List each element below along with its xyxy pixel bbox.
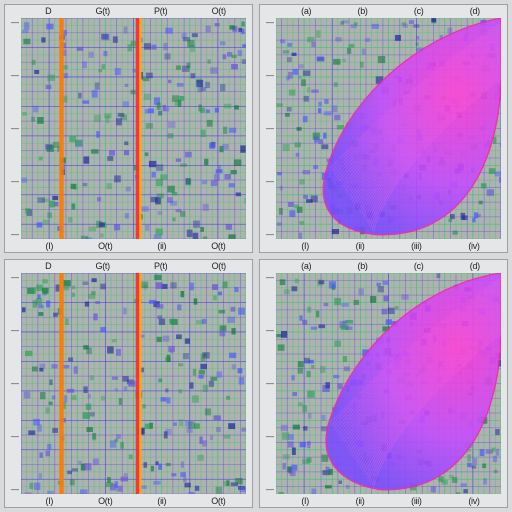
- yaxis: —————: [260, 271, 276, 496]
- plot-tr: [276, 18, 501, 239]
- panel-bl-bottom-labels: (I) O(t) (ii) O(t): [5, 496, 252, 507]
- yaxis: —————: [260, 16, 276, 241]
- lbl: (c): [414, 261, 424, 271]
- panel-tl-top-labels: D G(t) P(t) O(t): [5, 5, 252, 16]
- lbl: (I): [301, 241, 309, 251]
- lbl: (I): [46, 496, 54, 506]
- figure-grid: D G(t) P(t) O(t) ————— (I) O(t) (ii) O(t…: [0, 0, 512, 512]
- lbl: (iv): [468, 241, 479, 251]
- lbl: G(t): [96, 261, 110, 271]
- plot-tl: [21, 18, 246, 239]
- lbl: O(t): [98, 496, 112, 506]
- panel-br-bottom-labels: (I) (ii) (iii) (iv): [260, 496, 507, 507]
- lbl: P(t): [154, 261, 167, 271]
- panel-bottom-right: (a) (b) (c) (d) ————— (I) (ii) (iii) (iv…: [259, 259, 508, 508]
- plot-bl: [21, 273, 246, 494]
- lbl: (b): [358, 6, 368, 16]
- lbl: (iii): [411, 496, 422, 506]
- lbl: (iv): [468, 496, 479, 506]
- panel-tr-bottom-labels: (I) (ii) (iii) (iv): [260, 241, 507, 252]
- lbl: (I): [46, 241, 54, 251]
- lbl: (d): [470, 261, 480, 271]
- lbl: P(t): [154, 6, 167, 16]
- lbl: O(t): [211, 241, 225, 251]
- lbl: (ii): [157, 241, 166, 251]
- lbl: (ii): [356, 496, 365, 506]
- panel-tr-top-labels: (a) (b) (c) (d): [260, 5, 507, 16]
- lbl: O(t): [211, 496, 225, 506]
- lbl: O(t): [212, 261, 226, 271]
- lbl: (ii): [157, 496, 166, 506]
- panel-tl-bottom-labels: (I) O(t) (ii) O(t): [5, 241, 252, 252]
- lbl: (a): [301, 261, 311, 271]
- lbl: D: [45, 6, 51, 16]
- lbl: (iii): [411, 241, 422, 251]
- lbl: (ii): [356, 241, 365, 251]
- lbl: O(t): [98, 241, 112, 251]
- lbl: O(t): [212, 6, 226, 16]
- lbl: (b): [358, 261, 368, 271]
- lbl: (c): [414, 6, 424, 16]
- lbl: (d): [470, 6, 480, 16]
- lbl: (I): [301, 496, 309, 506]
- yaxis: —————: [5, 16, 21, 241]
- lbl: (a): [301, 6, 311, 16]
- yaxis: —————: [5, 271, 21, 496]
- panel-bottom-left: D G(t) P(t) O(t) ————— (I) O(t) (ii) O(t…: [4, 259, 253, 508]
- panel-top-left: D G(t) P(t) O(t) ————— (I) O(t) (ii) O(t…: [4, 4, 253, 253]
- panel-bl-top-labels: D G(t) P(t) O(t): [5, 260, 252, 271]
- panel-top-right: (a) (b) (c) (d) ————— (I) (ii) (iii) (iv…: [259, 4, 508, 253]
- lbl: G(t): [96, 6, 110, 16]
- panel-br-top-labels: (a) (b) (c) (d): [260, 260, 507, 271]
- plot-br: [276, 273, 501, 494]
- lbl: D: [45, 261, 51, 271]
